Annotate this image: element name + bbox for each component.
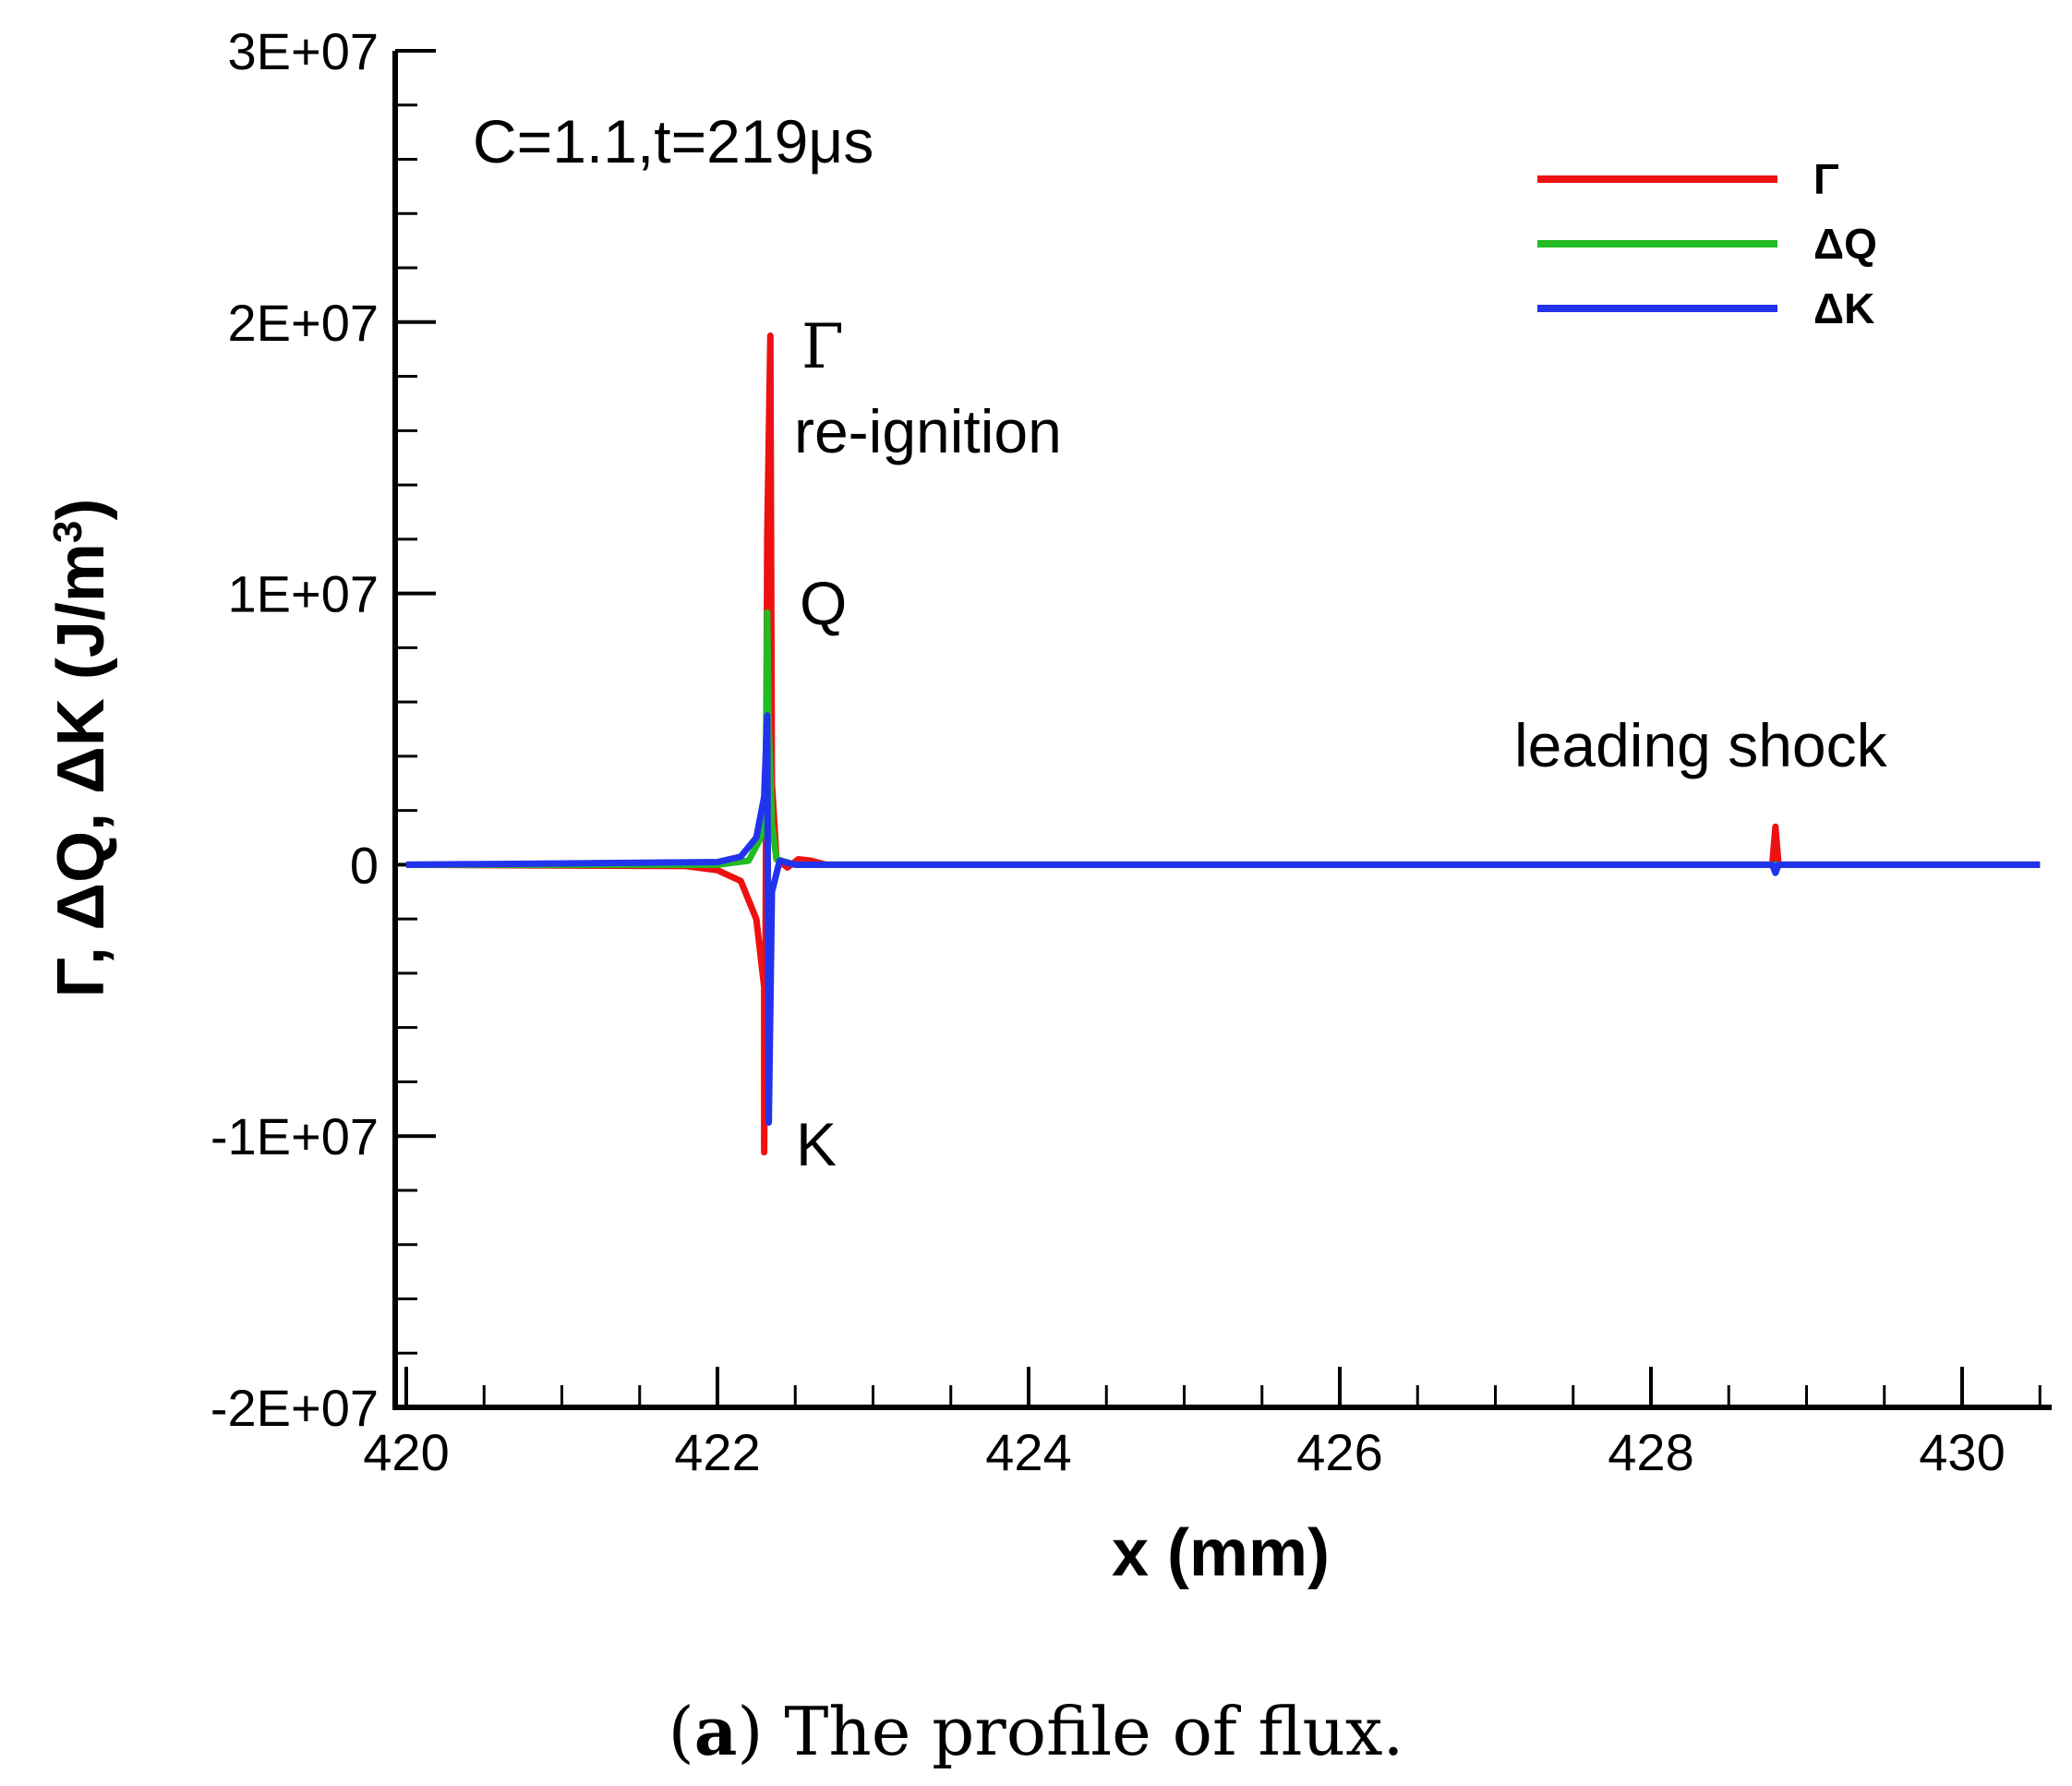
y-minor-ticks: [395, 103, 417, 1355]
series-layer: [405, 332, 2041, 1156]
y-axis-title-main: Γ, ΔQ, ΔK (J/m: [44, 543, 118, 997]
condition-annotation: C=1.1,t=219μs: [473, 107, 873, 175]
y-axis-title-close: ): [44, 499, 118, 521]
x-axis-title: x (mm): [1112, 1516, 1330, 1590]
x-tick-label: 426: [1296, 1423, 1382, 1481]
x-tick-label: 420: [363, 1423, 449, 1481]
y-axis-title: Γ, ΔQ, ΔK (J/m3): [44, 499, 118, 998]
legend-label-gamma: Γ: [1813, 155, 1839, 203]
y-tick-label: -2E+07: [211, 1379, 379, 1437]
y-tick-labels: -2E+07 -1E+07 0 1E+07 2E+07 3E+07: [211, 22, 379, 1437]
x-tick-label: 430: [1919, 1423, 2005, 1481]
y-tick-label: 2E+07: [228, 294, 379, 352]
x-tick-labels: 420 422 424 426 428 430: [363, 1423, 2005, 1481]
legend-label-dq: ΔQ: [1813, 220, 1877, 268]
caption-label: a: [694, 1692, 738, 1770]
figure-caption: (a) The profile of flux.: [669, 1692, 1404, 1770]
x-tick-label: 424: [985, 1423, 1071, 1481]
y-tick-label: 0: [350, 836, 379, 894]
leading-shock-annotation: leading shock: [1514, 711, 1888, 779]
y-major-ticks: [395, 49, 436, 1409]
caption-text: The profile of flux.: [763, 1693, 1403, 1770]
x-major-ticks: [404, 1367, 1964, 1407]
series-line-dk: [405, 712, 2041, 1126]
y-axis-title-superscript: 3: [45, 521, 90, 543]
x-tick-label: 428: [1608, 1423, 1693, 1481]
legend-label-dk: ΔK: [1813, 284, 1874, 332]
y-tick-label: 1E+07: [228, 565, 379, 623]
y-tick-label: -1E+07: [211, 1107, 379, 1165]
x-minor-ticks: [482, 1385, 2042, 1407]
k-annotation: K: [796, 1110, 837, 1178]
reignition-annotation: re-ignition: [794, 397, 1062, 465]
gamma-annotation: Γ: [801, 311, 844, 382]
x-tick-label: 422: [674, 1423, 760, 1481]
q-annotation: Q: [800, 569, 847, 637]
y-tick-label: 3E+07: [228, 22, 379, 80]
legend: Γ ΔQ ΔK: [1537, 155, 1877, 332]
